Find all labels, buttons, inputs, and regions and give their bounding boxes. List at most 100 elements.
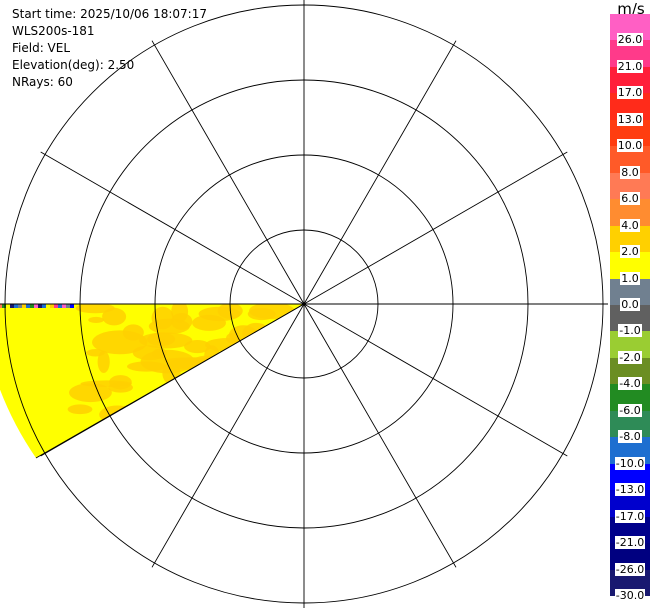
noise-gate [24,269,28,273]
noise-gate [0,211,4,215]
noise-gate [68,211,72,215]
noise-gate [14,304,18,308]
noise-gate [71,185,75,189]
noise-gate [30,238,34,242]
noise-gate [6,290,10,294]
noise-gate [38,296,42,300]
colorbar-tick-label: -30.0 [614,589,646,602]
noise-gate [24,246,28,250]
velocity-patch [192,314,226,331]
noise-gate [89,267,93,271]
azimuth-spoke [151,303,305,568]
colorbar-tick-label: 6.0 [620,192,640,206]
colorbar-tick-label: 10.0 [616,139,644,153]
noise-gate [40,218,44,222]
noise-gate [4,227,8,231]
noise-gate [76,238,80,242]
noise-gate [92,216,96,220]
noise-gate [48,247,52,251]
noise-gate [10,299,14,303]
noise-gate [14,299,18,303]
noise-gate [44,233,48,237]
noise-gate [58,193,62,197]
noise-gate [65,266,69,270]
noise-gate [10,219,14,223]
noise-gate [0,285,3,289]
noise-gate [42,300,46,304]
noise-gate [51,280,55,284]
noise-gate [23,232,27,236]
noise-gate [22,259,26,263]
azimuth-spoke [40,151,305,305]
noise-gate [40,185,44,189]
noise-gate [93,235,97,239]
noise-gate [46,211,50,215]
noise-gate [0,294,2,298]
noise-gate [40,271,44,275]
noise-gate [16,268,20,272]
noise-gate [61,229,65,233]
noise-gate [44,196,48,200]
noise-gate [9,198,13,202]
noise-gate [54,304,58,308]
noise-gate [52,276,56,280]
noise-gate [44,275,48,279]
noise-gate [28,274,32,278]
noise-gate [42,190,46,194]
velocity-patch [109,375,132,390]
velocity-patch [228,391,285,415]
noise-gate [57,206,61,210]
noise-gate [56,249,60,253]
noise-gate [14,184,18,188]
noise-gate [74,264,78,268]
noise-gate [18,221,22,225]
noise-gate [96,198,100,202]
noise-gate [18,259,22,263]
noise-gate [65,187,69,191]
noise-gate [89,211,93,215]
noise-gate [78,231,82,235]
noise-gate [25,151,29,155]
noise-gate [77,265,81,269]
noise-gate [74,241,78,245]
noise-gate [39,279,43,283]
noise-gate [39,287,43,291]
noise-gate [51,256,55,260]
noise-gate [33,225,37,229]
noise-gate [11,204,15,208]
noise-gate [69,207,73,211]
noise-gate [76,192,80,196]
velocity-patch [212,356,240,377]
noise-gate [26,256,30,260]
instrument-label: WLS200s-181 [12,24,95,38]
noise-gate [31,148,35,152]
colorbar-tick-label: 17.0 [616,86,644,100]
noise-gate [12,267,16,271]
noise-gate [1,221,5,225]
noise-gate [51,170,55,174]
colorbar-tick-label: 4.0 [620,218,640,232]
noise-gate [47,198,51,202]
noise-gate [18,291,22,295]
noise-gate [15,205,19,209]
noise-gate [55,288,59,292]
noise-gate [50,164,54,168]
noise-gate [101,196,105,200]
azimuth-spoke [303,40,457,305]
noise-gate [73,181,77,185]
noise-gate [62,185,66,189]
noise-gate [2,304,6,308]
noise-gate [64,274,68,278]
noise-gate [16,244,20,248]
noise-gate [59,285,63,289]
noise-gate [63,289,67,293]
noise-gate [71,256,75,260]
noise-gate [29,265,33,269]
noise-gate [3,216,7,220]
noise-gate [35,253,39,257]
noise-gate [15,277,19,281]
velocity-patch [244,375,285,392]
noise-gate [14,295,18,299]
noise-gate [11,286,15,290]
noise-gate [62,304,66,308]
